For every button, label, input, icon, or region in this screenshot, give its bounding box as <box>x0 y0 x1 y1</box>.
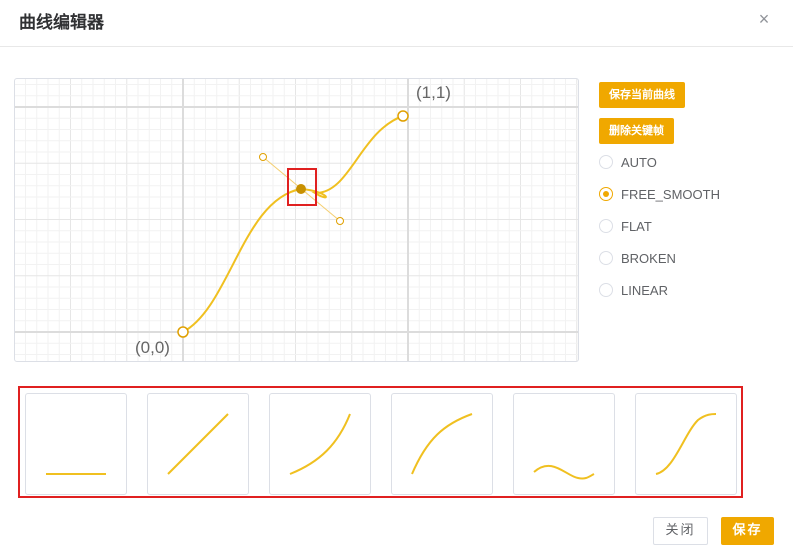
radio-circle-icon <box>599 219 613 233</box>
preset-ease-in[interactable] <box>269 393 371 495</box>
save-button[interactable]: 保存 <box>721 517 774 545</box>
radio-circle-icon <box>599 251 613 265</box>
dialog-header: 曲线编辑器 × <box>0 0 793 47</box>
curve-path[interactable] <box>182 115 404 333</box>
keyframe-selected[interactable] <box>296 184 306 194</box>
tangent-handle-out[interactable] <box>336 217 344 225</box>
radio-linear[interactable]: LINEAR <box>599 278 668 302</box>
origin-label: (0,0) <box>135 338 170 357</box>
close-button[interactable]: 关闭 <box>653 517 708 545</box>
dialog-title: 曲线编辑器 <box>19 13 104 33</box>
delete-keyframe-button[interactable]: 删除关键帧 <box>599 118 674 144</box>
radio-circle-icon <box>599 155 613 169</box>
preset-flat-line[interactable] <box>25 393 127 495</box>
radio-circle-icon <box>599 283 613 297</box>
radio-checked-icon <box>599 187 613 201</box>
tangent-handle-in[interactable] <box>259 153 267 161</box>
curve-presets-panel <box>18 386 743 498</box>
radio-broken[interactable]: BROKEN <box>599 246 676 270</box>
keyframe-end[interactable] <box>397 110 409 122</box>
preset-ease-out[interactable] <box>391 393 493 495</box>
grid-minor <box>15 79 578 361</box>
curve-editor-canvas[interactable]: (0,0) (1,1) <box>14 78 579 362</box>
radio-auto[interactable]: AUTO <box>599 150 657 174</box>
close-icon[interactable]: × <box>758 9 770 29</box>
ease-in-out-curve-icon <box>655 413 717 475</box>
radio-free-smooth[interactable]: FREE_SMOOTH <box>599 182 720 206</box>
keyframe-start[interactable] <box>177 326 189 338</box>
radio-flat[interactable]: FLAT <box>599 214 652 238</box>
curve-editor-svg: (0,0) (1,1) <box>15 79 578 361</box>
end-label: (1,1) <box>416 83 451 102</box>
preset-wave[interactable] <box>513 393 615 495</box>
preset-ease-in-out[interactable] <box>635 393 737 495</box>
save-curve-button[interactable]: 保存当前曲线 <box>599 82 685 108</box>
radio-label: AUTO <box>621 154 657 170</box>
radio-label: BROKEN <box>621 250 676 266</box>
radio-label: FLAT <box>621 218 652 234</box>
radio-label: LINEAR <box>621 282 668 298</box>
preset-linear[interactable] <box>147 393 249 495</box>
flat-line-curve-icon <box>46 473 106 475</box>
radio-label: FREE_SMOOTH <box>621 186 720 202</box>
selection-highlight-box <box>287 168 317 206</box>
wave-curve-icon <box>533 464 595 480</box>
linear-curve-icon <box>167 413 229 475</box>
ease-out-curve-icon <box>411 413 473 475</box>
ease-in-curve-icon <box>289 413 351 475</box>
